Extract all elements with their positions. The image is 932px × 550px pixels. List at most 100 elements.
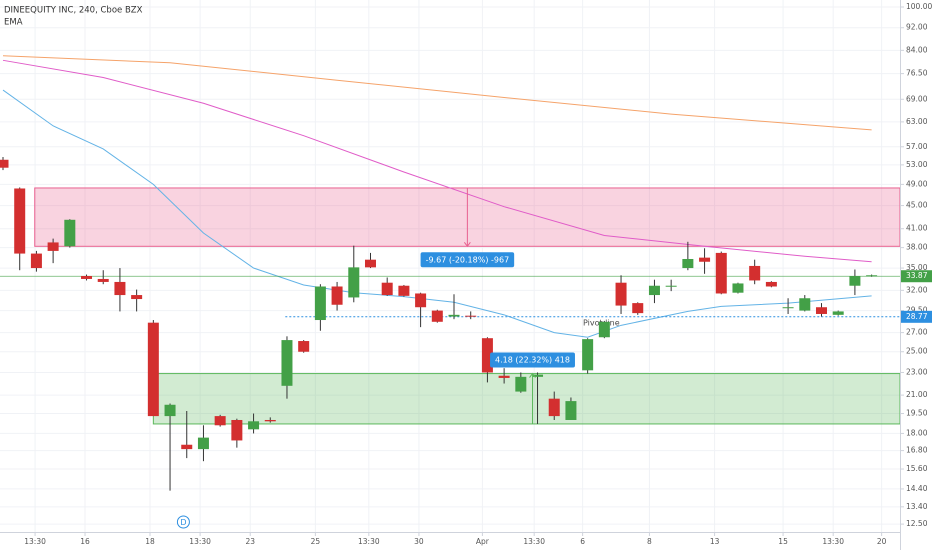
- indicator-label: EMA: [4, 18, 23, 28]
- x-tick-label: 18: [145, 537, 155, 546]
- x-tick-label: 13:30: [523, 537, 545, 546]
- candle-body: [866, 275, 878, 277]
- y-tick-label: 14.40: [906, 484, 928, 493]
- measure-label: 4.18 (22.32%) 418: [495, 356, 570, 365]
- candle-body: [364, 259, 376, 268]
- x-tick-label: 25: [311, 537, 321, 546]
- candle-body: [30, 253, 42, 269]
- candle-body: [749, 265, 761, 281]
- candle-body: [431, 310, 443, 322]
- candle-body: [765, 281, 777, 287]
- candle-body: [197, 437, 209, 450]
- candle-body: [532, 374, 544, 377]
- last-price-box: [901, 270, 932, 283]
- y-tick-label: 13.40: [906, 502, 928, 511]
- measure-arrowhead: [463, 242, 471, 248]
- y-tick-label: 27.00: [906, 328, 928, 337]
- event-label: D: [180, 518, 186, 527]
- y-tick-label: 16.80: [906, 446, 928, 455]
- candle-body: [131, 295, 143, 300]
- candle-body: [582, 339, 594, 371]
- candle-body: [832, 311, 844, 315]
- candle-body: [398, 285, 410, 296]
- candle-body: [665, 285, 677, 287]
- candle-body: [164, 404, 176, 417]
- measure-box: [490, 352, 575, 368]
- x-tick-label: 16: [80, 537, 90, 546]
- y-tick-label: 57.00: [906, 142, 928, 151]
- y-tick-label: 18.00: [906, 428, 928, 437]
- candle-body: [248, 421, 260, 430]
- x-tick-label: 13:30: [189, 537, 211, 546]
- candle-body: [348, 267, 360, 298]
- y-tick-label: 49.00: [906, 179, 928, 188]
- candle-body: [782, 307, 794, 309]
- y-tick-label: 63.00: [906, 117, 928, 126]
- candle-body: [699, 257, 711, 262]
- candle-body: [415, 293, 427, 308]
- candle-body: [632, 303, 644, 314]
- y-tick-label: 23.00: [906, 367, 928, 376]
- candle-body: [448, 314, 460, 317]
- y-tick-label: 53.00: [906, 160, 928, 169]
- candle-body: [548, 398, 560, 417]
- candle-body: [298, 341, 310, 352]
- x-tick-label: 15: [778, 537, 788, 546]
- candle-body: [114, 281, 126, 296]
- x-tick-label: 30: [414, 537, 424, 546]
- candle-body: [615, 282, 627, 306]
- candle-body: [648, 285, 660, 296]
- candle-body: [481, 338, 493, 373]
- candle-body: [732, 283, 744, 293]
- pivot-price-box: [901, 310, 932, 323]
- candle-body: [815, 307, 827, 314]
- candle-body: [498, 375, 510, 378]
- y-tick-label: 25.00: [906, 347, 928, 356]
- pivot-price-label: 28.77: [906, 312, 928, 321]
- ema-line: [2, 59, 872, 263]
- candle-body: [81, 276, 93, 279]
- x-tick-label: 20: [877, 537, 887, 546]
- y-tick-label: 84.00: [906, 45, 928, 54]
- x-tick-label: 13: [710, 537, 720, 546]
- y-tick-label: 45.00: [906, 201, 928, 210]
- y-tick-label: 76.50: [906, 69, 928, 78]
- measure-arrowhead: [529, 372, 536, 378]
- x-tick-label: 23: [245, 537, 255, 546]
- candle-body: [381, 282, 393, 296]
- event-marker: [176, 515, 190, 529]
- candle-body: [682, 258, 694, 269]
- candle-body: [214, 416, 226, 426]
- y-tick-label: 38.00: [906, 243, 928, 252]
- y-tick-label: 41.00: [906, 224, 928, 233]
- candle-body: [64, 219, 76, 247]
- candle-body: [147, 322, 159, 417]
- zone: [152, 373, 901, 425]
- last-price-label: 33.87: [906, 271, 928, 280]
- candle-body: [97, 278, 109, 282]
- candle-body: [565, 401, 577, 420]
- y-tick-label: 29.50: [906, 306, 928, 315]
- candle-body: [849, 276, 861, 286]
- candle-body: [314, 286, 326, 321]
- y-tick-label: 92.00: [906, 23, 928, 32]
- ema-line: [2, 55, 872, 131]
- chart-title: DINEEQUITY INC, 240, Cboe BZX: [4, 6, 143, 16]
- candle-body: [231, 419, 243, 441]
- x-tick-label: 13:30: [358, 537, 380, 546]
- y-tick-label: 19.50: [906, 409, 928, 418]
- y-tick-label: 69.00: [906, 94, 928, 103]
- candle-body: [515, 376, 527, 392]
- y-tick-label: 21.00: [906, 390, 928, 399]
- candle-body: [331, 286, 343, 305]
- candle-body: [598, 321, 610, 338]
- candle-body: [465, 315, 477, 317]
- measure-label: -9.67 (-20.18%) -967: [426, 255, 510, 264]
- candle-body: [281, 340, 293, 386]
- x-tick-label: 13:30: [24, 537, 46, 546]
- candle-body: [47, 242, 59, 251]
- x-tick-label: Apr: [476, 537, 490, 546]
- x-tick-label: 8: [647, 537, 652, 546]
